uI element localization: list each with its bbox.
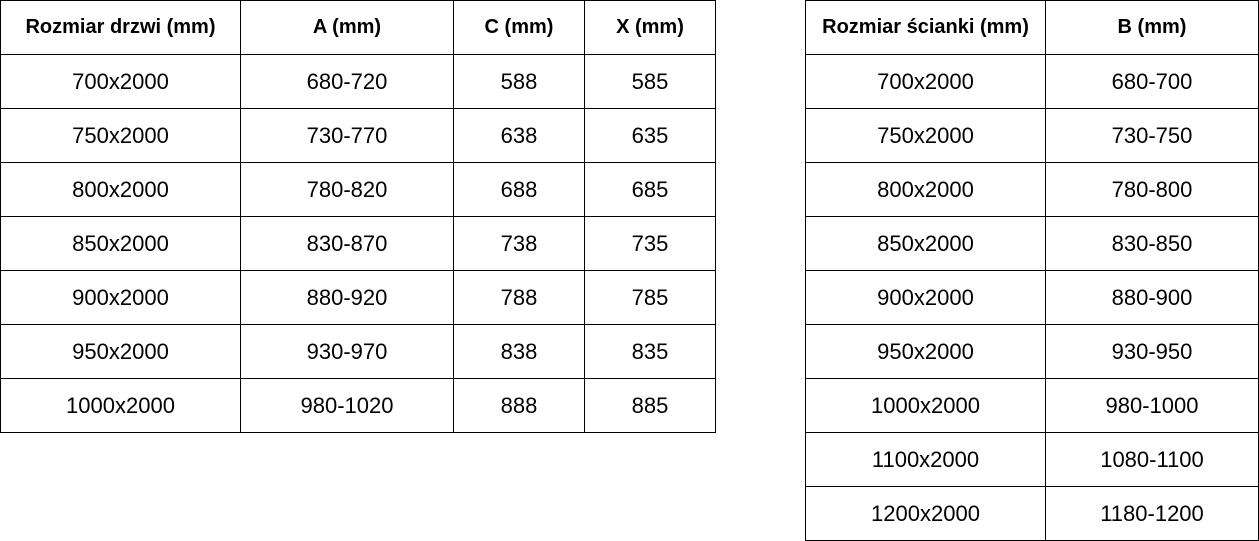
table-cell: 1180-1200	[1045, 486, 1259, 541]
table-cell: 800x2000	[0, 162, 241, 217]
table-cell: 930-950	[1045, 324, 1259, 379]
column-header: C (mm)	[453, 0, 585, 55]
table-cell: 1200x2000	[805, 486, 1046, 541]
table-row: 1100x2000 1080-1100	[805, 432, 1259, 487]
table-cell: 780-800	[1045, 162, 1259, 217]
table-cell: 1000x2000	[0, 378, 241, 433]
door-size-table: Rozmiar drzwi (mm) A (mm) C (mm) X (mm) 700…	[0, 0, 716, 433]
table-cell: 780-820	[240, 162, 454, 217]
table-cell: 585	[584, 54, 716, 109]
table-cell: 838	[453, 324, 585, 379]
table-row: 1000x2000 980-1000	[805, 378, 1259, 433]
table-cell: 750x2000	[0, 108, 241, 163]
column-header: Rozmiar drzwi (mm)	[0, 0, 241, 55]
table-cell: 835	[584, 324, 716, 379]
table-row: 750x2000 730-750	[805, 108, 1259, 163]
table-cell: 900x2000	[0, 270, 241, 325]
column-header: A (mm)	[240, 0, 454, 55]
table-cell: 830-870	[240, 216, 454, 271]
column-header: B (mm)	[1045, 0, 1259, 55]
table-row: 800x2000 780-820 688 685	[0, 162, 716, 217]
table-row: 950x2000 930-970 838 835	[0, 324, 716, 379]
wall-size-table: Rozmiar ścianki (mm) B (mm) 700x2000 680-7…	[805, 0, 1259, 541]
table-row: 800x2000 780-800	[805, 162, 1259, 217]
table-cell: 730-750	[1045, 108, 1259, 163]
table-cell: 900x2000	[805, 270, 1046, 325]
table-cell: 880-920	[240, 270, 454, 325]
table-cell: 950x2000	[805, 324, 1046, 379]
table-cell: 635	[584, 108, 716, 163]
table-row: 900x2000 880-900	[805, 270, 1259, 325]
table-cell: 680-700	[1045, 54, 1259, 109]
table-row: 1200x2000 1180-1200	[805, 486, 1259, 541]
table-cell: 685	[584, 162, 716, 217]
table-header-row: Rozmiar drzwi (mm) A (mm) C (mm) X (mm)	[0, 0, 716, 55]
table-cell: 885	[584, 378, 716, 433]
table-row: 850x2000 830-870 738 735	[0, 216, 716, 271]
table-cell: 788	[453, 270, 585, 325]
table-cell: 700x2000	[805, 54, 1046, 109]
table-cell: 680-720	[240, 54, 454, 109]
column-header: Rozmiar ścianki (mm)	[805, 0, 1046, 55]
table-row: 700x2000 680-700	[805, 54, 1259, 109]
table-cell: 730-770	[240, 108, 454, 163]
table-row: 1000x2000 980-1020 888 885	[0, 378, 716, 433]
table-row: 950x2000 930-950	[805, 324, 1259, 379]
table-cell: 880-900	[1045, 270, 1259, 325]
table-cell: 688	[453, 162, 585, 217]
table-cell: 800x2000	[805, 162, 1046, 217]
table-cell: 750x2000	[805, 108, 1046, 163]
table-cell: 930-970	[240, 324, 454, 379]
table-cell: 888	[453, 378, 585, 433]
table-row: 750x2000 730-770 638 635	[0, 108, 716, 163]
column-header: X (mm)	[584, 0, 716, 55]
table-cell: 1100x2000	[805, 432, 1046, 487]
table-cell: 738	[453, 216, 585, 271]
table-cell: 785	[584, 270, 716, 325]
table-cell: 588	[453, 54, 585, 109]
table-row: 850x2000 830-850	[805, 216, 1259, 271]
table-row: 900x2000 880-920 788 785	[0, 270, 716, 325]
table-cell: 700x2000	[0, 54, 241, 109]
table-cell: 980-1020	[240, 378, 454, 433]
table-cell: 850x2000	[0, 216, 241, 271]
table-header-row: Rozmiar ścianki (mm) B (mm)	[805, 0, 1259, 55]
table-cell: 950x2000	[0, 324, 241, 379]
table-cell: 980-1000	[1045, 378, 1259, 433]
table-cell: 1000x2000	[805, 378, 1046, 433]
table-cell: 850x2000	[805, 216, 1046, 271]
table-cell: 830-850	[1045, 216, 1259, 271]
table-row: 700x2000 680-720 588 585	[0, 54, 716, 109]
table-cell: 638	[453, 108, 585, 163]
table-cell: 735	[584, 216, 716, 271]
table-cell: 1080-1100	[1045, 432, 1259, 487]
